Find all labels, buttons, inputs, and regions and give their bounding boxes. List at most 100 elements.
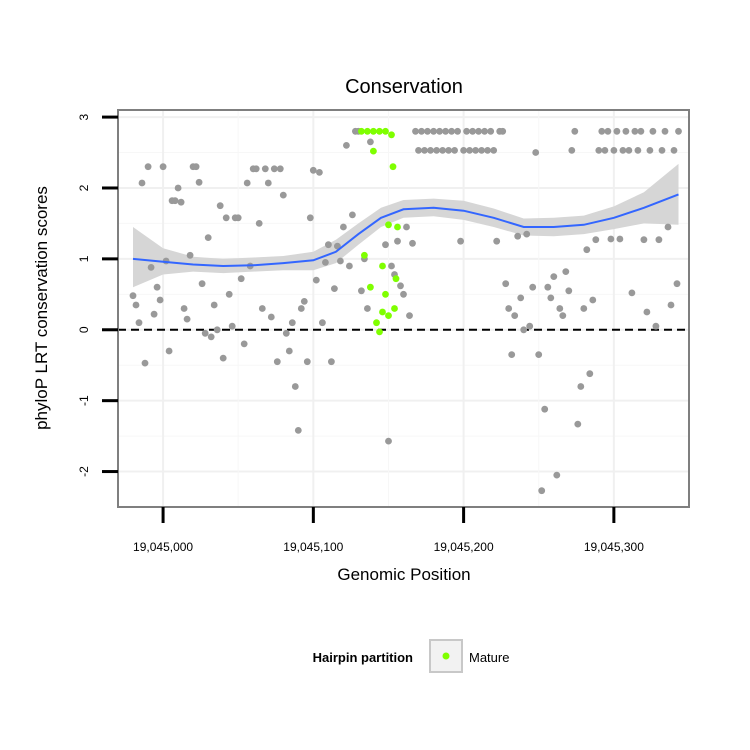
mature-point xyxy=(370,127,377,135)
data-point xyxy=(328,358,335,366)
data-point xyxy=(337,257,344,265)
data-point xyxy=(213,326,221,334)
data-point xyxy=(264,179,272,187)
mature-point xyxy=(391,305,398,312)
data-point xyxy=(237,275,245,283)
data-point xyxy=(535,351,543,358)
data-point xyxy=(210,301,218,309)
data-point xyxy=(291,383,299,390)
y-tick-label: -2 xyxy=(77,466,91,477)
data-point xyxy=(288,319,296,327)
data-point xyxy=(532,149,540,156)
data-point xyxy=(457,237,464,245)
data-point xyxy=(312,276,320,284)
data-point xyxy=(150,310,158,318)
mature-point xyxy=(389,163,397,171)
data-point xyxy=(240,340,248,348)
data-point xyxy=(195,178,203,186)
data-point xyxy=(276,165,284,173)
data-point xyxy=(649,127,657,135)
data-point xyxy=(400,290,407,298)
data-point xyxy=(493,237,501,245)
mature-point xyxy=(379,308,386,316)
data-point xyxy=(430,127,437,135)
data-point xyxy=(526,322,534,330)
data-point xyxy=(451,147,458,154)
data-point xyxy=(421,147,428,154)
data-point xyxy=(502,280,510,288)
y-axis-ticks: 3 2 1 0 -1 -2 xyxy=(77,113,118,477)
data-point xyxy=(619,147,627,154)
data-point xyxy=(562,268,570,275)
data-point xyxy=(625,147,633,154)
data-point xyxy=(550,273,558,280)
data-point xyxy=(601,147,609,154)
data-point xyxy=(207,333,215,341)
data-point xyxy=(664,223,672,231)
data-point xyxy=(490,147,498,154)
data-point xyxy=(505,305,513,312)
data-point xyxy=(541,405,549,413)
data-point xyxy=(556,305,564,312)
mature-point xyxy=(379,262,386,270)
data-point xyxy=(634,147,642,154)
data-point xyxy=(216,202,224,210)
data-point xyxy=(670,147,678,154)
data-point xyxy=(273,358,281,366)
data-point xyxy=(427,147,434,154)
data-point xyxy=(415,147,422,154)
data-point xyxy=(463,127,470,135)
data-point xyxy=(153,283,161,291)
y-tick-label: 2 xyxy=(77,184,91,191)
data-point xyxy=(303,358,311,366)
x-axis-ticks: 19,045,000 19,045,100 19,045,200 19,045,300 xyxy=(133,507,644,554)
data-point xyxy=(192,163,200,171)
mature-point xyxy=(388,131,395,139)
legend-label-mature: Mature xyxy=(469,650,509,665)
x-tick-label: 19,045,100 xyxy=(283,540,343,554)
data-point xyxy=(183,315,191,323)
data-point xyxy=(508,351,516,358)
data-point xyxy=(580,305,588,312)
data-point xyxy=(174,184,182,192)
data-point xyxy=(382,241,389,249)
data-point xyxy=(165,347,173,355)
y-tick-label: 3 xyxy=(77,113,91,120)
data-point xyxy=(574,420,582,428)
data-point xyxy=(610,147,618,154)
data-point xyxy=(598,127,606,135)
data-point xyxy=(553,471,561,479)
mature-point xyxy=(394,223,401,231)
data-point xyxy=(433,147,440,154)
mature-point xyxy=(385,221,392,229)
x-tick-label: 19,045,000 xyxy=(133,540,193,554)
data-point xyxy=(592,236,600,244)
data-point xyxy=(595,147,603,154)
data-point xyxy=(547,294,555,302)
data-point xyxy=(607,235,615,243)
data-point xyxy=(397,282,404,290)
data-point xyxy=(622,127,630,135)
data-point xyxy=(583,246,591,254)
data-point xyxy=(346,262,353,270)
data-point xyxy=(358,287,365,295)
data-point xyxy=(478,147,485,154)
data-point xyxy=(325,241,332,249)
data-point xyxy=(282,329,290,337)
x-axis-title: Genomic Position xyxy=(337,565,470,584)
data-point xyxy=(424,127,431,135)
data-point xyxy=(219,354,227,362)
data-point xyxy=(448,127,455,135)
data-point xyxy=(340,223,347,231)
legend: Hairpin partition Mature xyxy=(313,639,509,673)
data-point xyxy=(586,370,594,378)
data-point xyxy=(171,197,179,205)
data-point xyxy=(132,301,140,309)
data-point xyxy=(640,236,648,244)
data-point xyxy=(147,264,155,271)
data-point xyxy=(661,127,669,135)
data-point xyxy=(445,147,452,154)
data-point xyxy=(141,359,149,367)
data-point xyxy=(646,147,654,154)
